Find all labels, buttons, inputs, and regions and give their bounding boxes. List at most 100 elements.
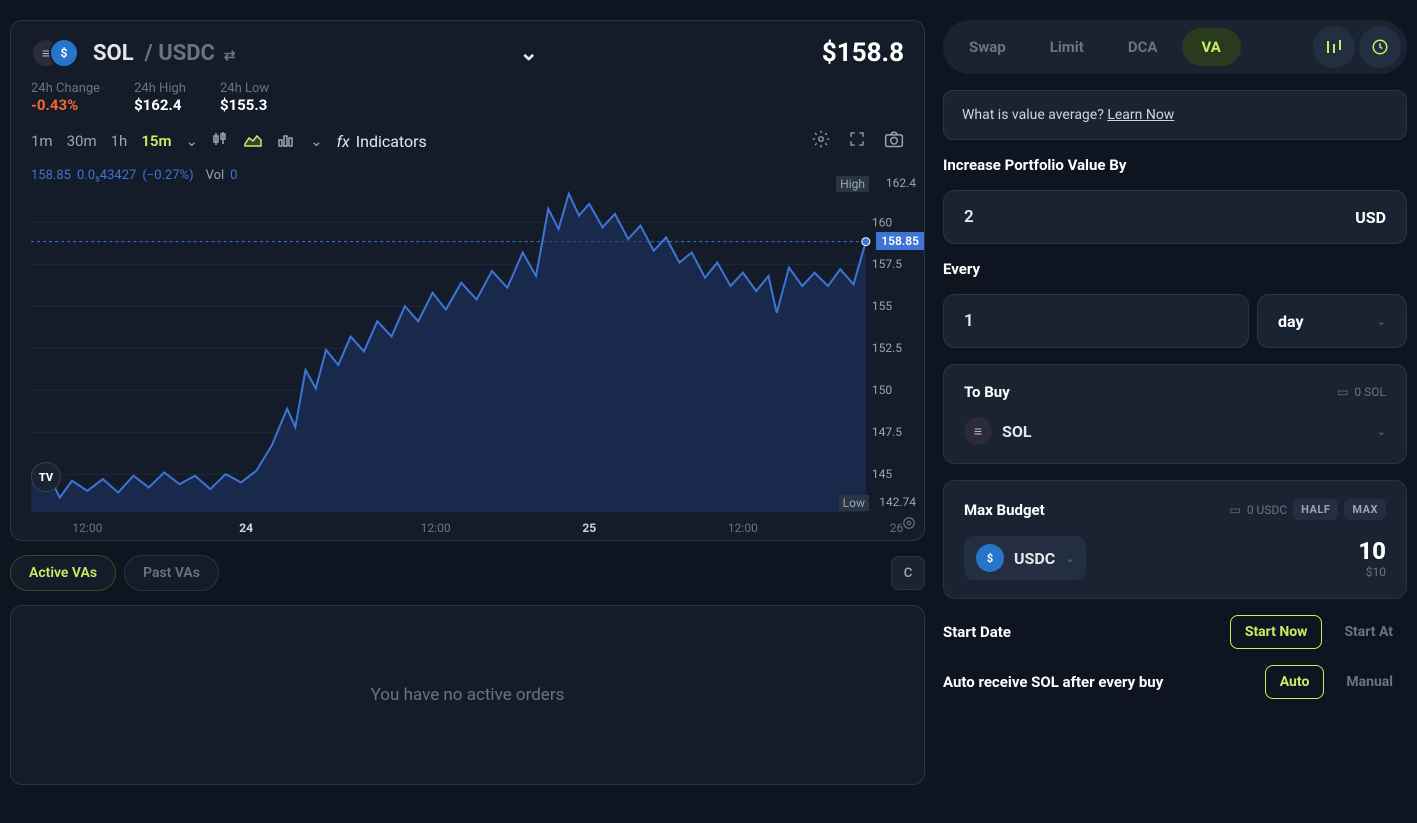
- tab-past-vas[interactable]: Past VAs: [124, 555, 219, 591]
- quote-symbol: USDC: [158, 41, 215, 66]
- tobuy-token-select[interactable]: ≡ SOL: [964, 417, 1032, 445]
- area-chart-icon[interactable]: [244, 132, 262, 151]
- current-price-badge: 158.85: [876, 232, 924, 250]
- wallet-icon: ▭: [1337, 385, 1348, 399]
- increase-value: 2: [964, 207, 974, 227]
- info-text: What is value average?: [962, 107, 1107, 123]
- chart-ohlc-readout: 158.85 0.0₅43427 (−0.27%) Vol 0: [31, 168, 237, 183]
- svg-text:12:00: 12:00: [728, 521, 758, 535]
- svg-text:145: 145: [872, 467, 893, 481]
- auto-button[interactable]: Auto: [1265, 665, 1325, 699]
- timeframe-dropdown-icon[interactable]: ⌄: [185, 132, 198, 150]
- increase-input[interactable]: 2 USD: [943, 190, 1407, 244]
- readout-vol: 0: [230, 168, 237, 183]
- low-value: $155.3: [220, 96, 269, 114]
- increase-label: Increase Portfolio Value By: [943, 156, 1407, 174]
- camera-icon[interactable]: [884, 130, 904, 152]
- orders-empty-state: You have no active orders: [10, 605, 925, 785]
- indicators-label: Indicators: [356, 132, 427, 151]
- mode-va[interactable]: VA: [1182, 28, 1241, 66]
- chart-provider-logo: TV: [31, 462, 61, 492]
- auto-label: Auto receive SOL after every buy: [943, 673, 1163, 691]
- timeframe-30m[interactable]: 30m: [67, 132, 97, 150]
- fullscreen-icon[interactable]: [848, 130, 866, 152]
- manual-button[interactable]: Manual: [1332, 666, 1407, 698]
- auto-receive-row: Auto receive SOL after every buy Auto Ma…: [943, 665, 1407, 699]
- svg-text:160: 160: [872, 215, 893, 229]
- budget-amount[interactable]: 10: [1358, 537, 1386, 565]
- learn-now-link[interactable]: Learn Now: [1107, 107, 1174, 123]
- to-buy-card: To Buy ▭ 0 SOL ≡ SOL ⌄: [943, 364, 1407, 464]
- pair-selector[interactable]: SOL / USDC ⇄: [93, 41, 236, 66]
- bars-icon[interactable]: [278, 132, 294, 151]
- info-callout: What is value average? Learn Now: [943, 90, 1407, 140]
- high-axis-val: 162.4: [886, 176, 916, 190]
- timeframe-15m[interactable]: 15m: [141, 132, 171, 150]
- stats-row: 24h Change -0.43% 24h High $162.4 24h Lo…: [11, 79, 924, 126]
- high-value: $162.4: [134, 96, 186, 114]
- every-unit-select[interactable]: day ⌄: [1257, 294, 1407, 348]
- high-tag: High: [836, 176, 869, 192]
- mode-dca[interactable]: DCA: [1108, 28, 1178, 66]
- budget-label: Max Budget: [964, 501, 1045, 519]
- chart-type-dropdown-icon[interactable]: ⌄: [310, 132, 323, 150]
- swap-arrows-icon[interactable]: ⇄: [220, 48, 235, 64]
- chart-panel: ≡ $ SOL / USDC ⇄ ⌄ $158.8 24h Change -0.…: [10, 20, 925, 541]
- mode-limit[interactable]: Limit: [1030, 28, 1104, 66]
- svg-text:155: 155: [872, 299, 893, 313]
- tobuy-balance: 0 SOL: [1354, 385, 1386, 399]
- max-button[interactable]: MAX: [1344, 499, 1386, 520]
- start-now-button[interactable]: Start Now: [1230, 615, 1323, 649]
- usdc-icon: $: [976, 544, 1004, 572]
- chevron-down-icon[interactable]: ⌄: [1377, 425, 1386, 438]
- svg-text:147.5: 147.5: [872, 425, 902, 439]
- indicators-button[interactable]: fx Indicators: [337, 132, 427, 151]
- svg-text:12:00: 12:00: [421, 521, 451, 535]
- low-tag: Low: [839, 495, 869, 511]
- budget-usd: $10: [1358, 565, 1386, 579]
- chevron-down-icon: ⌄: [1377, 315, 1386, 328]
- timeframe-1m[interactable]: 1m: [31, 132, 53, 150]
- readout-mid: 0.0₅43427: [77, 168, 136, 183]
- half-button[interactable]: HALF: [1293, 499, 1338, 520]
- timeframe-1h[interactable]: 1h: [111, 132, 128, 150]
- chart-axis-settings-icon[interactable]: [902, 516, 916, 534]
- mode-history-icon[interactable]: [1359, 26, 1401, 68]
- budget-token-select[interactable]: $ USDC ⌄: [964, 536, 1086, 580]
- increase-unit: USD: [1355, 208, 1386, 227]
- start-label: Start Date: [943, 623, 1011, 641]
- readout-price: 158.85: [31, 168, 71, 183]
- mode-swap[interactable]: Swap: [949, 28, 1026, 66]
- max-budget-card: Max Budget ▭ 0 USDC HALF MAX $ USDC ⌄ 10…: [943, 480, 1407, 599]
- usdc-icon: $: [49, 38, 79, 68]
- start-at-button[interactable]: Start At: [1330, 616, 1407, 648]
- orders-tabs: Active VAs Past VAs C: [10, 555, 925, 591]
- svg-text:157.5: 157.5: [872, 257, 902, 271]
- price-chart[interactable]: 158.85 0.0₅43427 (−0.27%) Vol 0 145 147.5 1…: [11, 162, 924, 540]
- tab-active-vas[interactable]: Active VAs: [10, 555, 116, 591]
- chart-header: ≡ $ SOL / USDC ⇄ ⌄ $158.8: [11, 21, 924, 79]
- readout-vol-label: Vol: [206, 168, 225, 183]
- low-label: 24h Low: [220, 81, 269, 96]
- svg-text:24: 24: [239, 521, 253, 535]
- mode-chart-icon[interactable]: [1313, 26, 1355, 68]
- refresh-button[interactable]: C: [891, 556, 925, 590]
- chevron-down-icon[interactable]: ⌄: [520, 41, 538, 66]
- base-symbol: SOL: [93, 41, 134, 66]
- candle-icon[interactable]: [212, 131, 228, 151]
- wallet-icon: ▭: [1229, 503, 1240, 517]
- every-unit: day: [1278, 312, 1304, 331]
- chevron-down-icon: ⌄: [1065, 552, 1074, 565]
- readout-pct: (−0.27%): [142, 168, 193, 183]
- svg-text:152.5: 152.5: [872, 341, 902, 355]
- settings-icon[interactable]: [812, 130, 830, 152]
- svg-text:12:00: 12:00: [72, 521, 102, 535]
- change-label: 24h Change: [31, 81, 100, 96]
- sol-icon: ≡: [964, 417, 992, 445]
- every-value-input[interactable]: 1: [943, 294, 1249, 348]
- every-value: 1: [964, 311, 974, 331]
- change-value: -0.43%: [31, 96, 100, 114]
- orders-empty-text: You have no active orders: [371, 685, 565, 705]
- every-label: Every: [943, 260, 1407, 278]
- svg-text:25: 25: [582, 521, 596, 535]
